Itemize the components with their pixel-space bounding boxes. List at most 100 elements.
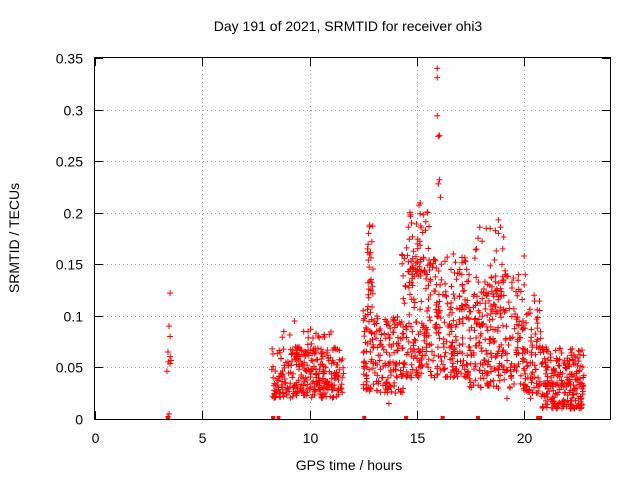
data-point bbox=[416, 349, 423, 356]
data-point bbox=[410, 248, 417, 255]
data-point bbox=[368, 330, 375, 337]
data-point bbox=[382, 335, 389, 342]
data-point bbox=[484, 281, 491, 288]
data-point bbox=[476, 224, 483, 231]
data-point bbox=[399, 370, 406, 377]
data-point bbox=[305, 334, 312, 341]
data-point bbox=[414, 240, 421, 247]
data-point bbox=[331, 374, 338, 381]
data-point bbox=[360, 349, 367, 356]
data-point bbox=[455, 368, 462, 375]
y-tick-label: 0.2 bbox=[64, 206, 84, 222]
data-point bbox=[526, 389, 533, 396]
data-point bbox=[385, 331, 392, 338]
data-point bbox=[508, 284, 515, 291]
data-point bbox=[483, 291, 490, 298]
data-point bbox=[520, 346, 527, 353]
data-point bbox=[490, 301, 497, 308]
data-point bbox=[408, 374, 415, 381]
data-point bbox=[399, 345, 406, 352]
data-point bbox=[552, 368, 559, 375]
data-point bbox=[473, 274, 480, 281]
data-point bbox=[415, 331, 422, 338]
x-tick-label: 5 bbox=[199, 430, 207, 446]
data-point bbox=[547, 350, 554, 357]
data-point bbox=[459, 335, 466, 342]
plot-frame bbox=[94, 57, 611, 420]
data-point bbox=[443, 293, 450, 300]
data-point bbox=[408, 271, 415, 278]
data-point bbox=[490, 377, 497, 384]
data-point bbox=[382, 316, 389, 323]
data-point bbox=[409, 265, 416, 272]
data-point bbox=[393, 340, 400, 347]
data-point bbox=[328, 370, 335, 377]
data-point bbox=[519, 296, 526, 303]
data-point bbox=[462, 373, 469, 380]
data-point bbox=[312, 349, 319, 356]
data-point bbox=[521, 367, 528, 374]
data-point bbox=[486, 297, 493, 304]
data-point bbox=[467, 335, 474, 342]
data-point bbox=[567, 387, 574, 394]
data-point bbox=[505, 299, 512, 306]
data-point bbox=[478, 344, 485, 351]
data-point bbox=[462, 301, 469, 308]
data-point bbox=[422, 285, 429, 292]
data-point bbox=[449, 355, 456, 362]
data-point bbox=[558, 349, 565, 356]
data-point bbox=[339, 374, 346, 381]
data-point bbox=[414, 372, 421, 379]
data-point bbox=[317, 362, 324, 369]
data-point bbox=[435, 133, 442, 140]
data-point bbox=[451, 346, 458, 353]
data-point bbox=[302, 374, 309, 381]
data-point bbox=[291, 382, 298, 389]
data-point bbox=[576, 351, 583, 358]
data-point bbox=[400, 364, 407, 371]
data-point bbox=[308, 394, 315, 401]
data-point bbox=[361, 333, 368, 340]
data-point bbox=[564, 374, 571, 381]
data-point bbox=[497, 292, 504, 299]
data-point bbox=[478, 321, 485, 328]
data-point bbox=[167, 333, 174, 340]
data-point bbox=[492, 288, 499, 295]
data-point bbox=[517, 288, 524, 295]
data-point bbox=[397, 367, 404, 374]
data-point bbox=[398, 318, 405, 325]
zero-value-point bbox=[440, 416, 445, 420]
data-point bbox=[527, 359, 534, 366]
data-point bbox=[438, 261, 445, 268]
data-point bbox=[404, 252, 411, 259]
x-tick-label: 20 bbox=[517, 430, 533, 446]
data-point bbox=[167, 290, 174, 297]
data-point bbox=[413, 221, 420, 228]
data-point bbox=[501, 376, 508, 383]
data-point bbox=[336, 356, 343, 363]
data-point bbox=[374, 315, 381, 322]
data-point bbox=[572, 353, 579, 360]
data-point bbox=[432, 288, 439, 295]
data-point bbox=[502, 335, 509, 342]
data-point bbox=[498, 261, 505, 268]
data-point bbox=[400, 330, 407, 337]
data-point bbox=[570, 391, 577, 398]
data-point bbox=[364, 306, 371, 313]
zero-value-point bbox=[538, 416, 543, 420]
data-point bbox=[360, 381, 367, 388]
data-point bbox=[275, 377, 282, 384]
data-point bbox=[534, 336, 541, 343]
data-point bbox=[510, 275, 517, 282]
data-point bbox=[500, 306, 507, 313]
data-point bbox=[412, 268, 419, 275]
data-point bbox=[489, 316, 496, 323]
data-point bbox=[327, 328, 334, 335]
data-point bbox=[277, 355, 284, 362]
data-point bbox=[457, 358, 464, 365]
data-point bbox=[428, 348, 435, 355]
data-point bbox=[397, 389, 404, 396]
x-tick-label: 10 bbox=[303, 430, 319, 446]
data-point bbox=[449, 363, 456, 370]
data-point bbox=[533, 390, 540, 397]
